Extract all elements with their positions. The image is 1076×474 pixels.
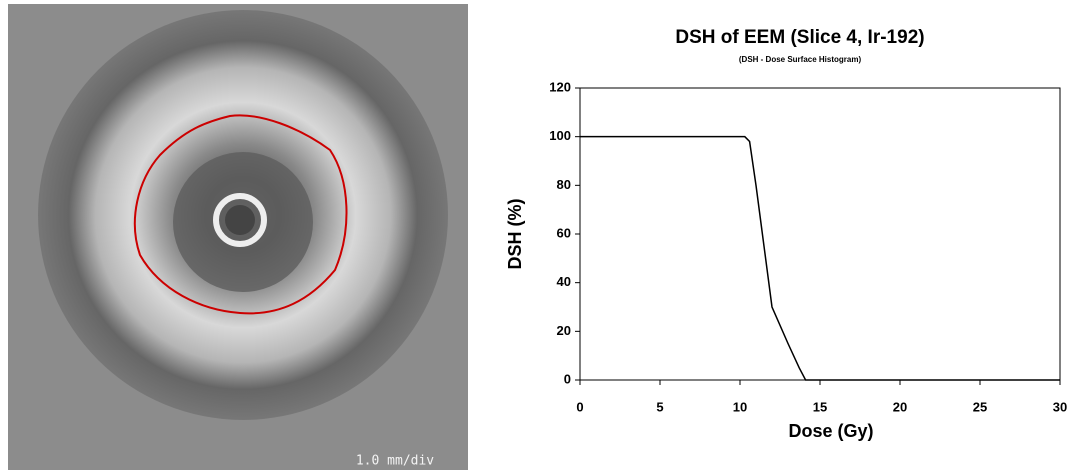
y-tick-label: 120	[549, 79, 571, 94]
x-tick-label: 15	[813, 399, 827, 414]
catheter-core	[225, 205, 255, 235]
ivus-image: 1.0 mm/div	[8, 4, 468, 470]
x-tick-label: 30	[1053, 399, 1067, 414]
x-tick-label: 25	[973, 399, 987, 414]
x-tick-label: 0	[576, 399, 583, 414]
catheter	[213, 193, 267, 247]
y-tick-label: 40	[557, 274, 571, 289]
y-axis-label: DSH (%)	[505, 198, 525, 269]
scale-label: 1.0 mm/div	[356, 454, 434, 469]
data-line	[580, 135, 1060, 381]
x-tick-label: 5	[656, 399, 663, 414]
y-tick-label: 0	[564, 371, 571, 386]
y-tick-label: 80	[557, 177, 571, 192]
y-tick-label: 100	[549, 128, 571, 143]
chart: DSH of EEM (Slice 4, Ir-192) (DSH - Dose…	[505, 27, 1067, 441]
plot-frame	[579, 87, 1061, 381]
eem-contour	[133, 114, 348, 315]
x-axis-label: Dose (Gy)	[788, 421, 873, 441]
y-tick-label: 60	[557, 225, 571, 240]
y-tick-label: 20	[557, 323, 571, 338]
x-tick-label: 10	[733, 399, 747, 414]
x-tick-label: 20	[893, 399, 907, 414]
chart-subtitle: (DSH - Dose Surface Histogram)	[739, 55, 862, 64]
chart-title: DSH of EEM (Slice 4, Ir-192)	[675, 27, 924, 48]
